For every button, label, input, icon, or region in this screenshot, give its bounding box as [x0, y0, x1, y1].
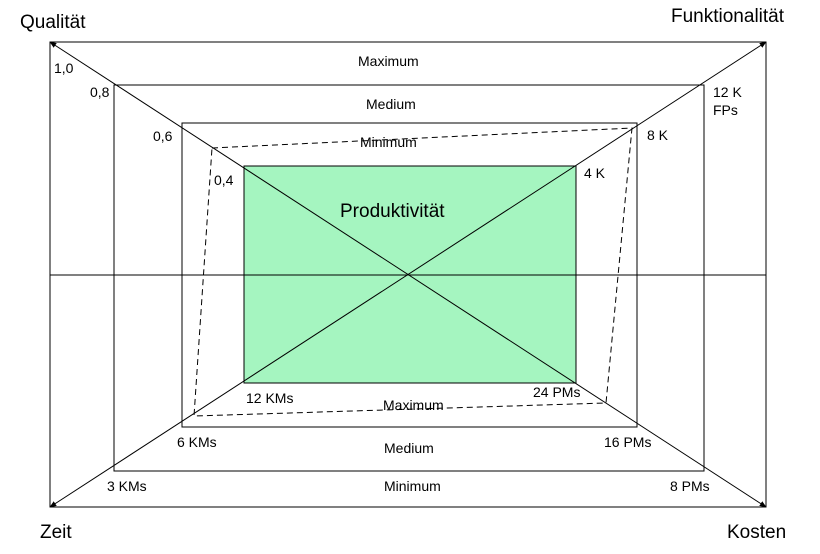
corner-label-cost: Kosten	[727, 522, 786, 543]
bottom-level-medium: Medium	[384, 440, 434, 456]
quality-scale-0-6: 0,6	[153, 128, 173, 144]
bottom-level-minimum: Minimum	[384, 478, 441, 494]
functionality-scale-12k: 12 K	[713, 84, 742, 100]
project-outline-dashed	[193, 127, 633, 417]
cost-scale-16pms: 16 PMs	[604, 434, 651, 450]
top-level-medium: Medium	[366, 96, 416, 112]
time-scale-6kms: 6 KMs	[177, 434, 217, 450]
quality-scale-0-8: 0,8	[90, 84, 110, 100]
top-level-minimum: Minimum	[360, 134, 417, 150]
time-scale-3kms: 3 KMs	[107, 478, 147, 494]
corner-label-quality: Qualität	[20, 12, 86, 33]
productivity-label: Produktivität	[340, 201, 445, 222]
functionality-scale-4k: 4 K	[584, 165, 606, 181]
top-level-maximum: Maximum	[358, 53, 419, 69]
cost-scale-24pms: 24 PMs	[533, 384, 580, 400]
bottom-level-maximum: Maximum	[383, 397, 444, 413]
diagonal-time-functionality	[49, 41, 767, 508]
cost-scale-8pms: 8 PMs	[670, 478, 710, 494]
quality-scale-0-4: 0,4	[214, 172, 234, 188]
time-scale-12kms: 12 KMs	[246, 390, 293, 406]
quality-scale-1-0: 1,0	[54, 60, 74, 76]
functionality-scale-8k: 8 K	[647, 127, 669, 143]
functionality-scale-unit: FPs	[713, 102, 738, 118]
corner-label-time: Zeit	[40, 522, 72, 543]
corner-label-functionality: Funktionalität	[671, 6, 785, 27]
